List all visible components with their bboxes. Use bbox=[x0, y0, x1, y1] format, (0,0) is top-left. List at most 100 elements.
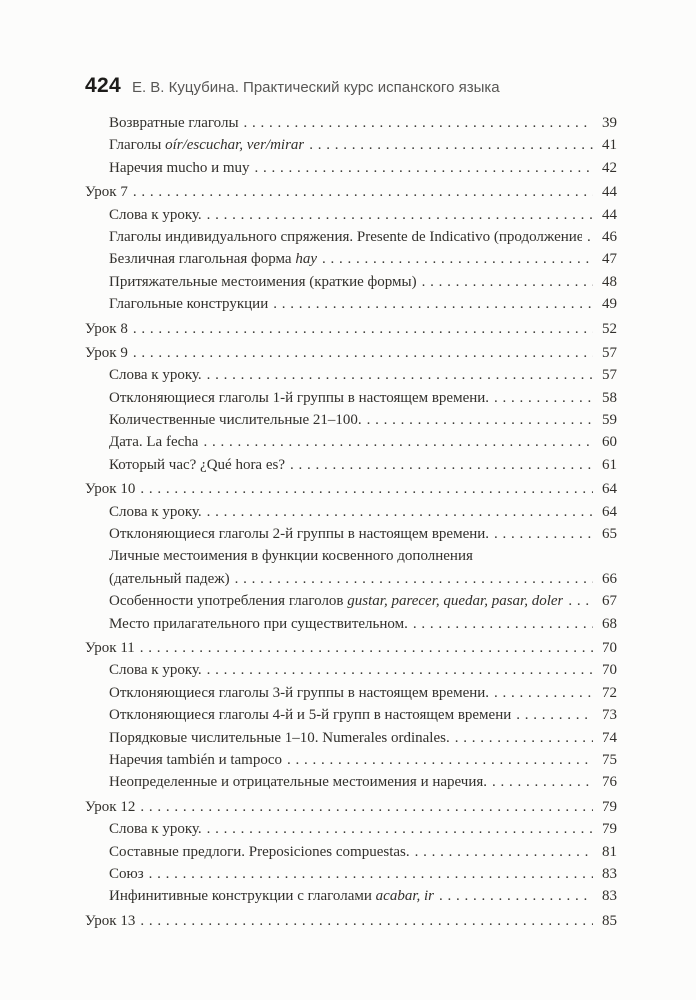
toc-entry-page: 48 bbox=[602, 273, 617, 290]
toc-entry-title: Урок 10 bbox=[85, 481, 136, 498]
toc-entry-title: Дата. La fecha bbox=[109, 434, 199, 451]
toc-entry-page: 61 bbox=[602, 456, 617, 473]
toc-entry-title: Безличная глагольная форма hay bbox=[109, 251, 318, 268]
toc-entry-title: Порядковые числительные 1–10. Numerales … bbox=[109, 729, 450, 746]
dot-leader bbox=[140, 796, 593, 818]
dot-leader bbox=[207, 659, 593, 681]
toc-entry-title: Отклоняющиеся глаголы 1-й группы в насто… bbox=[109, 389, 490, 406]
toc-entry: Слова к уроку. 79 bbox=[85, 818, 617, 840]
toc-entry: Место прилагательного при существительно… bbox=[85, 613, 617, 635]
toc-entry-page: 76 bbox=[602, 774, 617, 791]
toc-entry-title: Слова к уроку. bbox=[109, 503, 202, 520]
toc-entry-page: 70 bbox=[602, 639, 617, 656]
toc-entry-page: 73 bbox=[602, 707, 617, 724]
dot-leader bbox=[133, 318, 593, 340]
toc-entry: Неопределенные и отрицательные местоимен… bbox=[85, 771, 617, 793]
dot-leader bbox=[207, 204, 593, 226]
toc-entry: Особенности употребления глаголов gustar… bbox=[85, 590, 617, 612]
toc-entry: Притяжательные местоимения (краткие форм… bbox=[85, 271, 617, 293]
toc-entry-title: Составные предлоги. Preposiciones compue… bbox=[109, 843, 410, 860]
toc-entry-title: Личные местоимения в функции косвенного … bbox=[109, 548, 473, 565]
page-number: 424 bbox=[85, 74, 121, 97]
toc-entry-page: 83 bbox=[602, 865, 617, 882]
toc-entry-page: 59 bbox=[602, 412, 617, 429]
dot-leader bbox=[587, 226, 593, 248]
toc-entry-page: 64 bbox=[602, 481, 617, 498]
dot-leader bbox=[568, 590, 593, 612]
dot-leader bbox=[494, 523, 593, 545]
dot-leader bbox=[492, 771, 593, 793]
toc-entry: Отклоняющиеся глаголы 3-й группы в насто… bbox=[85, 682, 617, 704]
toc-entry: Наречия mucho и muy 42 bbox=[85, 157, 617, 179]
toc-entry-page: 49 bbox=[602, 296, 617, 313]
toc-entry-page: 57 bbox=[602, 367, 617, 384]
toc-entry-page: 47 bbox=[602, 251, 617, 268]
dot-leader bbox=[322, 248, 593, 270]
toc-entry-page: 74 bbox=[602, 729, 617, 746]
toc-entry: Который час? ¿Qué hora es? 61 bbox=[85, 454, 617, 476]
toc-entry-page: 57 bbox=[602, 344, 617, 361]
dot-leader bbox=[255, 157, 593, 179]
toc-entry-page: 68 bbox=[602, 615, 617, 632]
toc-entry-title: Наречия también и tampoco bbox=[109, 751, 282, 768]
toc-entry: Глаголы oír/escuchar, ver/mirar 41 bbox=[85, 134, 617, 156]
dot-leader bbox=[422, 271, 593, 293]
dot-leader bbox=[207, 501, 593, 523]
toc-entry-page: 79 bbox=[602, 798, 617, 815]
toc-entry-title: Урок 12 bbox=[85, 798, 136, 815]
toc-entry-title: Слова к уроку. bbox=[109, 367, 202, 384]
toc-entry-page: 79 bbox=[602, 821, 617, 838]
dot-leader bbox=[273, 293, 593, 315]
toc-entry: Слова к уроку. 70 bbox=[85, 659, 617, 681]
dot-leader bbox=[203, 431, 593, 453]
toc-entry-title: Неопределенные и отрицательные местоимен… bbox=[109, 774, 488, 791]
dot-leader bbox=[207, 818, 593, 840]
dot-leader bbox=[309, 134, 593, 156]
dot-leader bbox=[140, 478, 593, 500]
toc-entry-title: Возвратные глаголы bbox=[109, 115, 239, 131]
toc-entry: Урок 13 85 bbox=[85, 910, 617, 932]
toc-entry-title: Урок 8 bbox=[85, 320, 128, 337]
dot-leader bbox=[290, 454, 593, 476]
dot-leader bbox=[413, 613, 593, 635]
toc-entry: Личные местоимения в функции косвенного … bbox=[85, 545, 617, 567]
toc-entry-title: Слова к уроку. bbox=[109, 206, 202, 223]
toc-entry-title: Отклоняющиеся глаголы 3-й группы в насто… bbox=[109, 684, 490, 701]
toc-entry-title: Глаголы oír/escuchar, ver/mirar bbox=[109, 137, 305, 154]
toc-entry-page: 67 bbox=[602, 593, 617, 610]
dot-leader bbox=[235, 568, 593, 590]
toc-entry-title: Глагольные конструкции bbox=[109, 296, 269, 313]
dot-leader bbox=[133, 342, 593, 364]
toc-entry: Отклоняющиеся глаголы 1-й группы в насто… bbox=[85, 387, 617, 409]
toc-entry-page: 42 bbox=[602, 159, 617, 176]
toc-entry-title: Слова к уроку. bbox=[109, 821, 202, 838]
toc-entry-page: 75 bbox=[602, 751, 617, 768]
toc-entry-page: 70 bbox=[602, 662, 617, 679]
toc-entry: Урок 10 64 bbox=[85, 478, 617, 500]
toc-entry-page: 58 bbox=[602, 389, 617, 406]
dot-leader bbox=[244, 112, 593, 134]
toc-entry-title: Отклоняющиеся глаголы 2-й группы в насто… bbox=[109, 526, 490, 543]
dot-leader bbox=[494, 682, 593, 704]
toc-entry: Возвратные глаголы 39 bbox=[85, 112, 617, 134]
dot-leader bbox=[415, 841, 593, 863]
toc-entry: Отклоняющиеся глаголы 2-й группы в насто… bbox=[85, 523, 617, 545]
toc-entry: Слова к уроку. 57 bbox=[85, 364, 617, 386]
toc-list: Возвратные глаголы 39 Глаголы oír/escuch… bbox=[85, 112, 617, 932]
toc-entry: Безличная глагольная форма hay 47 bbox=[85, 248, 617, 270]
dot-leader bbox=[140, 637, 593, 659]
toc-entry-title: Наречия mucho и muy bbox=[109, 159, 250, 176]
dot-leader bbox=[149, 863, 593, 885]
toc-entry: Дата. La fecha 60 bbox=[85, 431, 617, 453]
dot-leader bbox=[287, 749, 593, 771]
toc-entry-page: 64 bbox=[602, 503, 617, 520]
toc-entry-title: (дательный падеж) bbox=[109, 570, 230, 587]
toc-entry-title: Место прилагательного при существительно… bbox=[109, 615, 408, 632]
toc-entry: Составные предлоги. Preposiciones compue… bbox=[85, 841, 617, 863]
toc-entry: Отклоняющиеся глаголы 4-й и 5-й групп в … bbox=[85, 704, 617, 726]
toc-entry-title: Глаголы индивидуального спряжения. Prese… bbox=[109, 228, 582, 245]
toc-entry-page: 52 bbox=[602, 320, 617, 337]
toc-entry: Количественные числительные 21–100. 59 bbox=[85, 409, 617, 431]
page-header: 424 Е. В. Куцубина. Практический курс ис… bbox=[85, 74, 500, 98]
